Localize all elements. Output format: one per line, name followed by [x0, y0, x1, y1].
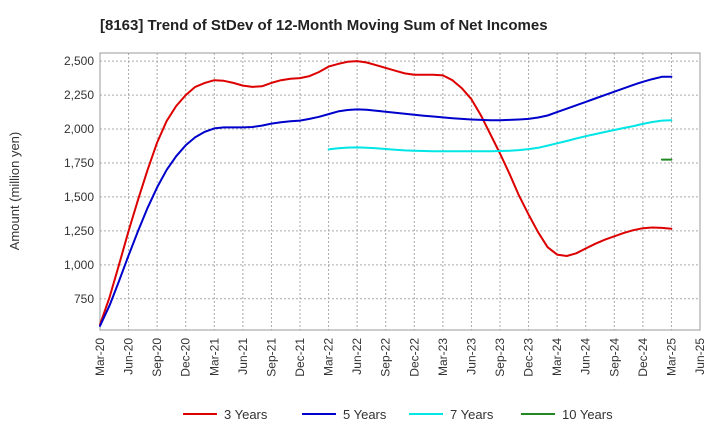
x-tick-label: Dec-21 — [293, 338, 307, 377]
x-tick-label: Mar-24 — [550, 338, 564, 376]
x-tick-label: Dec-22 — [407, 338, 421, 377]
x-tick-label: Jun-25 — [693, 338, 707, 375]
x-tick-label: Mar-20 — [93, 338, 107, 376]
y-tick-label: 2,250 — [64, 88, 94, 102]
x-tick-label: Mar-25 — [664, 338, 678, 376]
y-tick-label: 750 — [74, 292, 94, 306]
y-tick-label: 1,250 — [64, 224, 94, 238]
x-tick-label: Jun-23 — [464, 338, 478, 375]
y-tick-label: 1,000 — [64, 258, 94, 272]
series-line-7-years — [327, 119, 673, 153]
series-line-5-years — [99, 75, 673, 327]
x-tick-label: Mar-21 — [207, 338, 221, 376]
x-tick-label: Mar-22 — [322, 338, 336, 376]
chart-title: [8163] Trend of StDev of 12-Month Moving… — [100, 17, 548, 34]
legend: 3 Years 5 Years 7 Years 10 Years — [183, 407, 613, 422]
legend-label: 10 Years — [562, 407, 613, 422]
legend-label: 3 Years — [224, 407, 268, 422]
y-tick-label: 1,750 — [64, 156, 94, 170]
x-tick-label: Jun-22 — [350, 338, 364, 375]
y-tick-label: 1,500 — [64, 190, 94, 204]
legend-label: 7 Years — [450, 407, 494, 422]
y-tick-label: 2,500 — [64, 54, 94, 68]
y-axis-label: Amount (million yen) — [7, 132, 22, 251]
x-tick-label: Dec-20 — [179, 338, 193, 377]
y-axis-ticks: 750 1,000 1,250 1,500 1,750 2,000 2,250 2,500 — [64, 54, 94, 306]
x-tick-label: Dec-24 — [636, 338, 650, 377]
x-tick-label: Sep-24 — [607, 338, 621, 377]
plot-area-frame — [99, 52, 701, 331]
x-tick-label: Jun-20 — [122, 338, 136, 375]
y-tick-label: 2,000 — [64, 122, 94, 136]
x-tick-label: Sep-22 — [379, 338, 393, 377]
x-tick-label: Dec-23 — [522, 338, 536, 377]
legend-label: 5 Years — [343, 407, 387, 422]
series-line-3-years — [99, 60, 673, 326]
grid-lines — [100, 53, 700, 330]
x-tick-label: Mar-23 — [436, 338, 450, 376]
series-lines — [99, 60, 673, 327]
x-tick-label: Jun-21 — [236, 338, 250, 375]
x-tick-label: Sep-23 — [493, 338, 507, 377]
x-axis-ticks: Mar-20 Jun-20 Sep-20 Dec-20 Mar-21 Jun-21 Sep-… — [93, 338, 707, 377]
x-tick-label: Sep-20 — [150, 338, 164, 377]
x-tick-label: Sep-21 — [264, 338, 278, 377]
x-tick-label: Jun-24 — [579, 338, 593, 375]
